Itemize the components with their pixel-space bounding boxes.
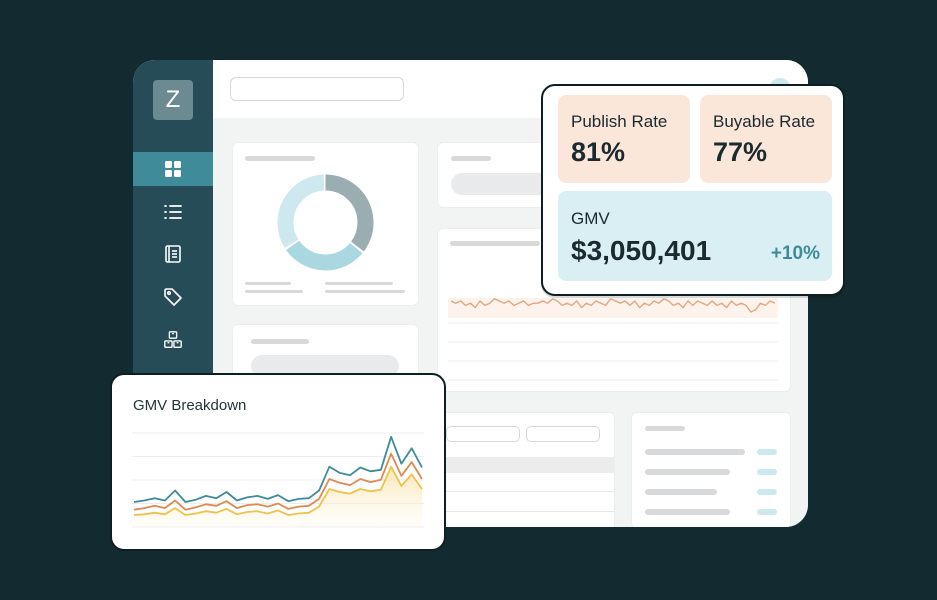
publish-rate-value: 81%: [571, 137, 626, 167]
card-title-placeholder: [450, 241, 540, 246]
list-item: [645, 469, 730, 475]
legend-placeholder: [245, 282, 291, 285]
gmv-breakdown-card: GMV Breakdown: [110, 373, 446, 551]
nav-list[interactable]: [133, 195, 213, 229]
nav-tags[interactable]: [133, 280, 213, 314]
gmv-breakdown-chart: [132, 432, 424, 528]
list-badge: [757, 489, 777, 495]
buyable-rate-value: 77%: [713, 137, 768, 167]
trend-chart: [448, 298, 778, 381]
gmv-card: GMV $3,050,401 +10%: [558, 191, 832, 281]
series-line: [133, 465, 423, 516]
boxes-icon: [164, 331, 182, 348]
nav-catalog[interactable]: [133, 237, 213, 271]
card-title-placeholder: [245, 156, 315, 161]
nav-dashboard[interactable]: [133, 152, 213, 186]
list-item: [645, 509, 730, 515]
table-row: [438, 511, 614, 512]
area-fill: [134, 466, 422, 527]
card-title-placeholder: [251, 339, 309, 344]
list-item: [645, 489, 717, 495]
legend-placeholder: [245, 290, 303, 293]
table-card: [437, 412, 615, 527]
range-band: [448, 298, 778, 318]
list-item: [645, 449, 745, 455]
table-row: [438, 491, 614, 492]
gmv-value: $3,050,401: [571, 235, 712, 266]
publish-rate-card: Publish Rate 81%: [558, 95, 690, 183]
value-placeholder: [251, 355, 399, 377]
filter-button[interactable]: [446, 426, 520, 442]
donut-segment: [277, 174, 374, 271]
kpi-panel: Publish Rate 81% Buyable Rate 77% GMV $3…: [541, 84, 845, 296]
filter-button[interactable]: [526, 426, 600, 442]
nav-inventory[interactable]: [133, 323, 213, 357]
list-badge: [757, 449, 777, 455]
tag-icon: [164, 288, 182, 306]
app-logo[interactable]: Z: [153, 80, 193, 120]
trend-line: [450, 298, 776, 313]
legend-placeholder: [325, 282, 393, 285]
buyable-rate-label: Buyable Rate: [713, 112, 816, 131]
donut-segment: [277, 174, 374, 271]
legend-placeholder: [325, 290, 405, 293]
series-line: [133, 452, 423, 511]
donut-chart: [277, 174, 374, 271]
list-icon: [164, 205, 182, 219]
list-badge: [757, 469, 777, 475]
gmv-breakdown-title: GMV Breakdown: [133, 397, 247, 414]
gmv-delta: +10%: [770, 243, 820, 264]
publish-rate-label: Publish Rate: [571, 112, 668, 131]
series-line: [133, 435, 423, 503]
donut-card: [232, 142, 419, 306]
card-title-placeholder: [645, 426, 685, 431]
table-header: [438, 457, 614, 473]
dashboard-grid-icon: [165, 161, 181, 177]
gmv-label: GMV: [571, 209, 610, 228]
list-badge: [757, 509, 777, 515]
book-icon: [165, 245, 181, 263]
card-title-placeholder: [451, 156, 491, 161]
list-card: [631, 412, 791, 527]
buyable-rate-card: Buyable Rate 77%: [700, 95, 832, 183]
donut-segment: [277, 174, 374, 271]
search-input[interactable]: [230, 77, 404, 101]
